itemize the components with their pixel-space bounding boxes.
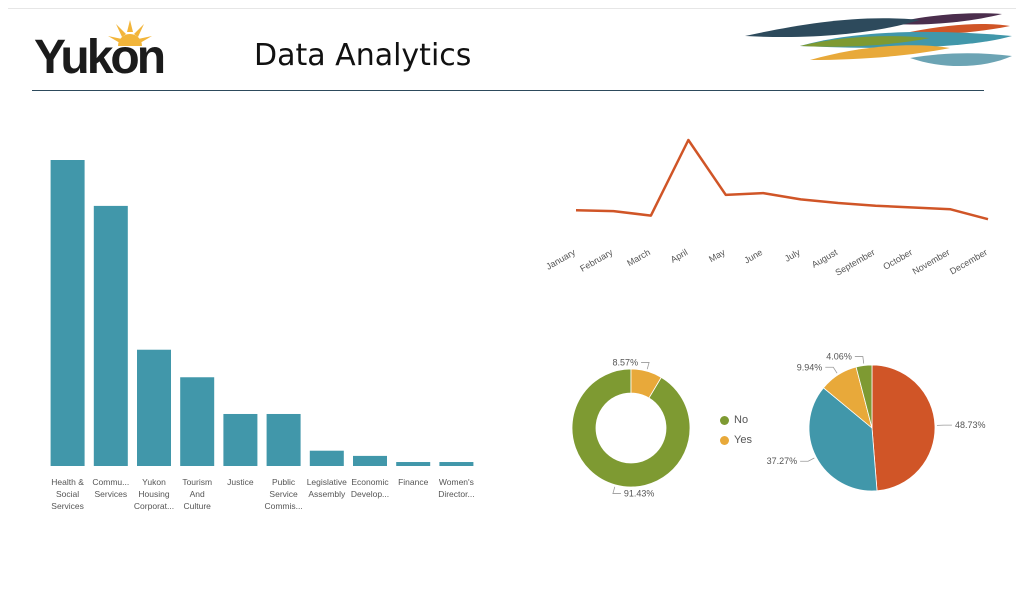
pie-label-4: 4.06%	[826, 352, 852, 362]
bar-label-6: Public	[272, 477, 296, 487]
bar-9	[396, 462, 431, 466]
bar-2	[93, 205, 128, 466]
top-border	[8, 8, 1016, 9]
donut-slice-1	[571, 368, 691, 488]
monthly-line-chart: January February March April May June July Augu…	[544, 138, 989, 278]
pie-label-3: 9.94%	[797, 362, 823, 372]
pie-label-1: 48.73%	[955, 420, 986, 430]
legend-label-no: No	[734, 414, 749, 426]
month-label-6: June	[742, 247, 764, 265]
donut-leader-1	[612, 486, 621, 494]
bar-label-8: Economic	[351, 477, 389, 487]
bar-label-1: Health &	[51, 477, 84, 487]
month-label-11: November	[911, 247, 952, 276]
bar-label-4: Culture	[183, 501, 211, 511]
month-label-8: August	[810, 247, 840, 270]
legend-item-yes[interactable]: Yes	[720, 430, 752, 450]
month-label-10: October	[881, 247, 914, 272]
wave-decoration	[745, 13, 1012, 67]
pie-leader-3	[825, 366, 838, 374]
month-label-5: May	[707, 247, 727, 264]
month-label-3: March	[625, 247, 652, 268]
bar-label-3: Corporat...	[134, 501, 174, 511]
bar-6	[266, 413, 301, 466]
pie-slice-2	[808, 387, 878, 492]
legend-label-yes: Yes	[734, 434, 752, 446]
pie-leader-4	[854, 356, 865, 364]
bar-4	[180, 377, 215, 466]
bar-label-1: Services	[51, 501, 84, 511]
month-label-2: February	[578, 247, 615, 274]
bar-label-3: Yukon	[142, 477, 166, 487]
month-label-12: December	[948, 247, 989, 276]
bar-label-10: Women's	[439, 477, 474, 487]
bar-label-1: Social	[56, 489, 79, 499]
bar-8	[353, 455, 387, 466]
bar-7	[309, 450, 344, 466]
bar-label-8: Develop...	[351, 489, 389, 499]
bar-label-7: Assembly	[308, 489, 346, 499]
donut-slice-2	[630, 368, 662, 399]
bar-5	[223, 413, 258, 466]
month-label-9: September	[834, 247, 877, 278]
month-label-7: July	[783, 247, 802, 264]
bar-label-2: Commu...	[92, 477, 129, 487]
legend-dot-yes	[720, 435, 729, 445]
legend-item-no[interactable]: No	[720, 410, 752, 430]
bar-label-4: Tourism	[182, 477, 212, 487]
bar-label-3: Housing	[138, 489, 169, 499]
department-bar-chart: Health & Social Services Commu... Services Yu…	[50, 160, 475, 511]
bar-label-7: Legislative	[307, 477, 347, 487]
bar-label-4: And	[190, 489, 205, 499]
bar-label-6: Service	[269, 489, 298, 499]
bar-label-5: Justice	[227, 477, 254, 487]
header-divider	[32, 90, 984, 91]
yukon-logo: Yukon	[30, 20, 180, 82]
sun-icon	[108, 20, 152, 46]
month-label-4: April	[669, 247, 690, 265]
share-pie-chart: 48.73% 37.27% 9.94%4.06%	[767, 352, 986, 492]
month-label-1: January	[544, 247, 577, 272]
pie-label-2: 37.27%	[767, 456, 798, 466]
line-series	[575, 138, 989, 221]
bar-label-10: Director...	[438, 489, 474, 499]
yes-no-donut-chart: 91.43% 8.57%	[571, 357, 691, 499]
donut-leader-2	[641, 362, 650, 370]
pie-slice-4	[855, 364, 873, 429]
donut-label-1: 91.43%	[624, 489, 655, 499]
bar-10	[439, 462, 474, 466]
logo-text: Yukon	[34, 31, 166, 84]
bar-label-2: Services	[95, 489, 128, 499]
donut-label-2: 8.57%	[613, 357, 639, 367]
pie-slice-1	[871, 364, 936, 492]
bar-label-6: Commis...	[264, 501, 302, 511]
bar-1	[50, 160, 85, 466]
bar-3	[137, 349, 171, 466]
pie-leader-2	[800, 457, 815, 462]
bar-label-9: Finance	[398, 477, 429, 487]
page-title: Data Analytics	[254, 38, 472, 73]
donut-legend: No Yes	[720, 410, 752, 450]
legend-dot-no	[720, 415, 729, 425]
